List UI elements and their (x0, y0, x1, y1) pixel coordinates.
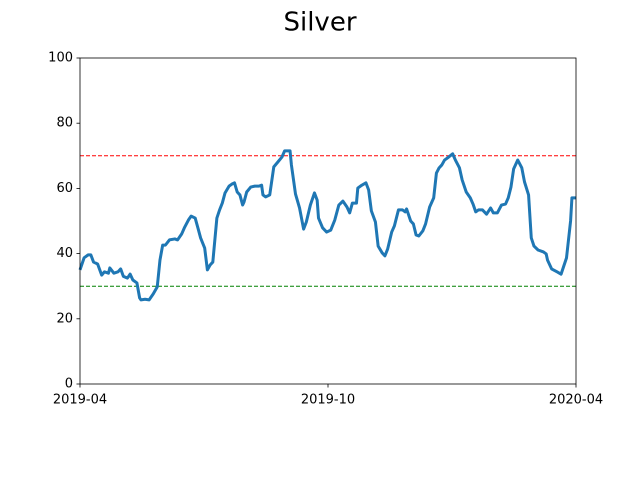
y-tick-label: 80 (56, 116, 73, 131)
x-tick-label: 2019-10 (301, 393, 355, 408)
plot-frame (79, 57, 577, 385)
y-tick-label: 0 (65, 377, 73, 392)
data-line (78, 149, 576, 302)
y-tick-label: 40 (56, 246, 73, 261)
x-tick-label: 2019-04 (53, 393, 107, 408)
chart-title: Silver (283, 8, 356, 38)
x-tick-label: 2020-04 (549, 393, 603, 408)
y-tick-label: 60 (56, 181, 73, 196)
y-tick-label: 20 (56, 311, 73, 326)
y-tick-label: 100 (48, 51, 73, 66)
